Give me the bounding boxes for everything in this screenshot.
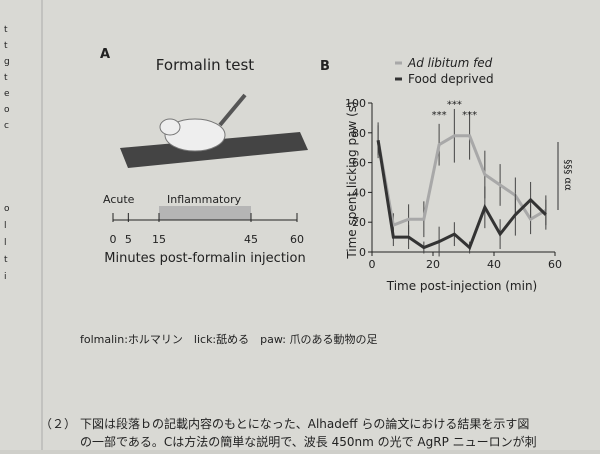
margin-letter: c [4,121,9,131]
side-annotation: §§§ αα [562,159,573,191]
margin-letter: e [4,89,10,99]
question-line: 下図は段落ｂの記載内容のもとになった、Alhadeff らの論文における結果を示… [80,416,529,431]
margin-letter: t [4,73,8,83]
x-tick-label: 40 [487,258,501,271]
platform [120,132,308,168]
margin-letter: g [4,57,10,67]
panel-label: B [320,59,330,74]
significance: *** [462,110,477,121]
panel-title: Formalin test [156,56,255,74]
series-line [376,140,547,251]
y-tick-label: 40 [352,186,366,199]
phase-label: Inflammatory [167,193,242,206]
mouse-head [159,118,181,136]
timeline-tick-label: 5 [125,233,132,246]
x-tick-label: 60 [548,258,562,271]
timeline-tick-label: 45 [244,233,258,246]
significance: *** [447,99,462,110]
significance: *** [432,110,447,121]
margin-letter: t [4,41,8,51]
question-line: の一部である。Cは方法の簡単な説明で、波長 450nm の光で AgRP ニュー… [80,434,537,449]
question-number: （２） [40,417,76,431]
timeline-tick-label: 0 [110,233,117,246]
y-tick-label: 60 [352,157,366,170]
syringe [218,93,247,127]
phase-label: Acute [103,193,135,206]
x-tick-label: 0 [369,258,376,271]
margin-letter: l [4,238,7,248]
legend-label: Food deprived [408,72,494,86]
margin-letter: t [4,255,8,265]
timeline-tick-label: 15 [152,233,166,246]
legend-label: Ad libitum fed [407,56,493,70]
inflammatory-phase [159,206,251,220]
margin-letter: i [4,272,7,282]
panel-label: A [100,47,110,62]
timeline-label: Minutes post-formalin injection [104,251,305,266]
margin-letter: t [4,25,8,35]
margin-letter: o [4,204,10,214]
y-tick-label: 100 [345,97,366,110]
y-axis-title: Time spent licking paw (s) [345,101,359,259]
margin-letter: o [4,105,10,115]
y-tick-label: 80 [352,127,366,140]
series-line [376,134,547,228]
y-tick-label: 20 [352,216,366,229]
x-tick-label: 20 [426,258,440,271]
y-tick-label: 0 [359,246,366,259]
timeline-tick-label: 60 [290,233,304,246]
gloss: folmalin:ホルマリン lick:舐める paw: 爪のある動物の足 [80,332,377,346]
margin-letter: l [4,221,7,231]
x-axis-title: Time post-injection (min) [386,279,537,293]
